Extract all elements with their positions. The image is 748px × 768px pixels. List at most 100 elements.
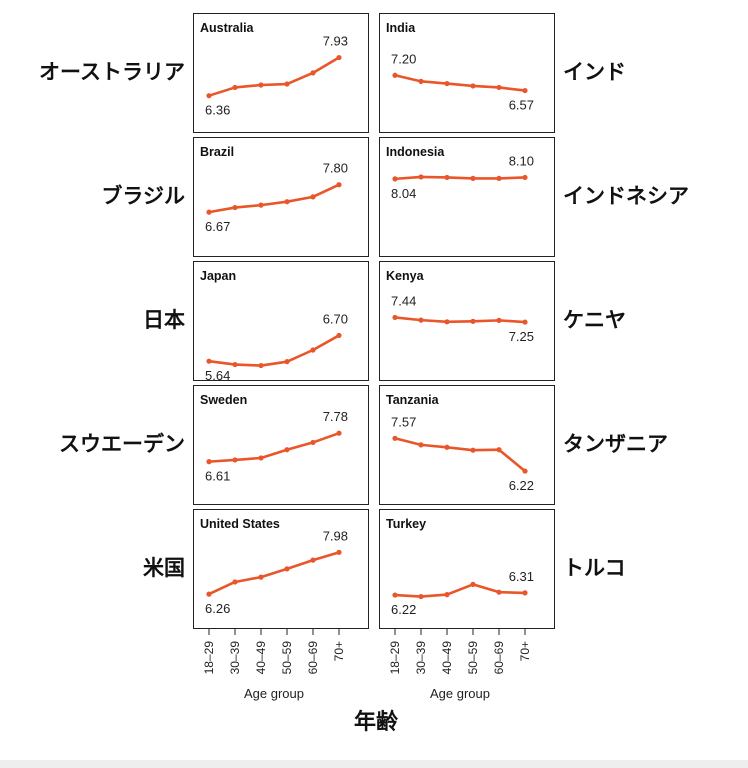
panel-frame [379, 137, 555, 257]
data-point-4 [310, 439, 316, 446]
panel-australia: Australia 6.36 7.93 [193, 13, 369, 133]
data-point-2 [258, 455, 264, 461]
data-point-4 [496, 175, 502, 181]
panel-title: Sweden [200, 393, 247, 407]
end-value-label: 8.10 [509, 153, 534, 168]
x-axis-0: 18–29 30–39 40–49 50–59 60–69 70+ Age group [202, 629, 346, 701]
end-value-label: 6.70 [323, 311, 348, 326]
end-value-label: 7.25 [509, 329, 534, 344]
x-tick-label: 30–39 [414, 641, 428, 675]
country-label-ja-japan: 日本 [143, 309, 185, 332]
country-label-ja-united-states: 米国 [143, 557, 185, 580]
x-tick-label: 30–39 [228, 641, 242, 675]
panel-frame [193, 137, 369, 257]
series-line [207, 183, 341, 214]
data-point-1 [418, 174, 424, 180]
x-tick-label: 18–29 [202, 641, 216, 675]
series-line [207, 56, 341, 97]
data-point-5 [522, 590, 528, 596]
data-point-1 [232, 204, 238, 211]
panel-title: United States [200, 517, 280, 531]
country-label-ja-indonesia: インドネシア [563, 185, 689, 208]
data-point-5 [522, 319, 528, 325]
x-tick-label: 40–49 [254, 641, 268, 675]
data-point-2 [444, 319, 450, 325]
series-line [393, 583, 527, 598]
panel-united-states: United States 6.26 7.98 [193, 509, 369, 629]
panel-frame [379, 385, 555, 505]
country-label-ja-australia: オーストラリア [39, 61, 185, 84]
data-point-5 [336, 332, 342, 339]
data-point-2 [444, 592, 450, 598]
panel-frame [193, 509, 369, 629]
data-point-0 [392, 314, 398, 321]
data-point-2 [444, 174, 450, 181]
panel-title: Indonesia [386, 145, 445, 159]
series-line [393, 316, 527, 324]
country-label-ja-india: インド [563, 61, 626, 84]
panel-frame [193, 13, 369, 133]
panel-tanzania: Tanzania 7.57 6.22 [379, 385, 555, 505]
data-point-3 [284, 199, 290, 205]
series-line [207, 334, 341, 367]
data-point-0 [392, 592, 398, 598]
data-point-5 [522, 87, 528, 94]
panel-title: Tanzania [386, 393, 440, 407]
panel-frame [379, 509, 555, 629]
end-value-label: 7.93 [323, 34, 348, 49]
data-point-2 [444, 80, 450, 87]
data-point-0 [206, 358, 212, 364]
data-point-3 [470, 581, 476, 587]
panel-indonesia: Indonesia 8.04 8.10 [379, 137, 555, 257]
x-tick-label: 60–69 [306, 641, 320, 675]
end-value-label: 7.78 [323, 409, 348, 424]
data-point-0 [206, 209, 212, 215]
data-point-1 [418, 78, 424, 84]
data-point-0 [206, 591, 212, 597]
data-point-4 [496, 447, 502, 453]
data-point-4 [310, 347, 316, 353]
x-tick-label: 50–59 [280, 641, 294, 675]
start-value-label: 7.44 [391, 293, 416, 308]
start-value-label: 8.04 [391, 186, 416, 201]
data-point-2 [258, 82, 264, 88]
start-value-label: 7.57 [391, 414, 416, 429]
panel-india: India 7.20 6.57 [379, 13, 555, 133]
end-value-label: 6.22 [509, 478, 534, 493]
x-tick-label: 18–29 [388, 641, 402, 675]
data-point-2 [258, 202, 264, 208]
panel-title: Brazil [200, 145, 234, 159]
data-point-5 [336, 182, 342, 188]
start-value-label: 6.61 [205, 469, 230, 484]
data-point-3 [284, 447, 290, 453]
data-point-5 [522, 468, 528, 474]
series-line [393, 175, 527, 181]
data-point-1 [418, 442, 424, 448]
data-point-3 [284, 566, 290, 572]
data-point-0 [392, 72, 398, 78]
start-value-label: 6.36 [205, 103, 230, 118]
data-point-2 [258, 574, 264, 580]
panel-turkey: Turkey 6.22 6.31 [379, 509, 555, 629]
data-point-1 [232, 84, 238, 91]
data-point-1 [418, 317, 424, 323]
country-label-ja-tanzania: タンザニア [563, 433, 668, 456]
data-point-4 [496, 317, 502, 323]
x-tick-label: 60–69 [492, 641, 506, 675]
series-line [393, 436, 527, 473]
panel-brazil: Brazil 6.67 7.80 [193, 137, 369, 257]
series-line [393, 73, 527, 92]
data-point-1 [232, 457, 238, 463]
x-tick-label: 70+ [518, 641, 532, 661]
panel-frame [193, 261, 369, 381]
data-point-3 [470, 175, 476, 181]
end-value-label: 6.57 [509, 98, 534, 113]
data-point-5 [336, 54, 342, 61]
data-point-2 [444, 444, 450, 450]
data-point-4 [310, 194, 316, 200]
end-value-label: 6.31 [509, 569, 534, 584]
data-point-0 [206, 93, 212, 99]
data-point-1 [232, 361, 238, 368]
panel-title: Turkey [386, 517, 426, 531]
